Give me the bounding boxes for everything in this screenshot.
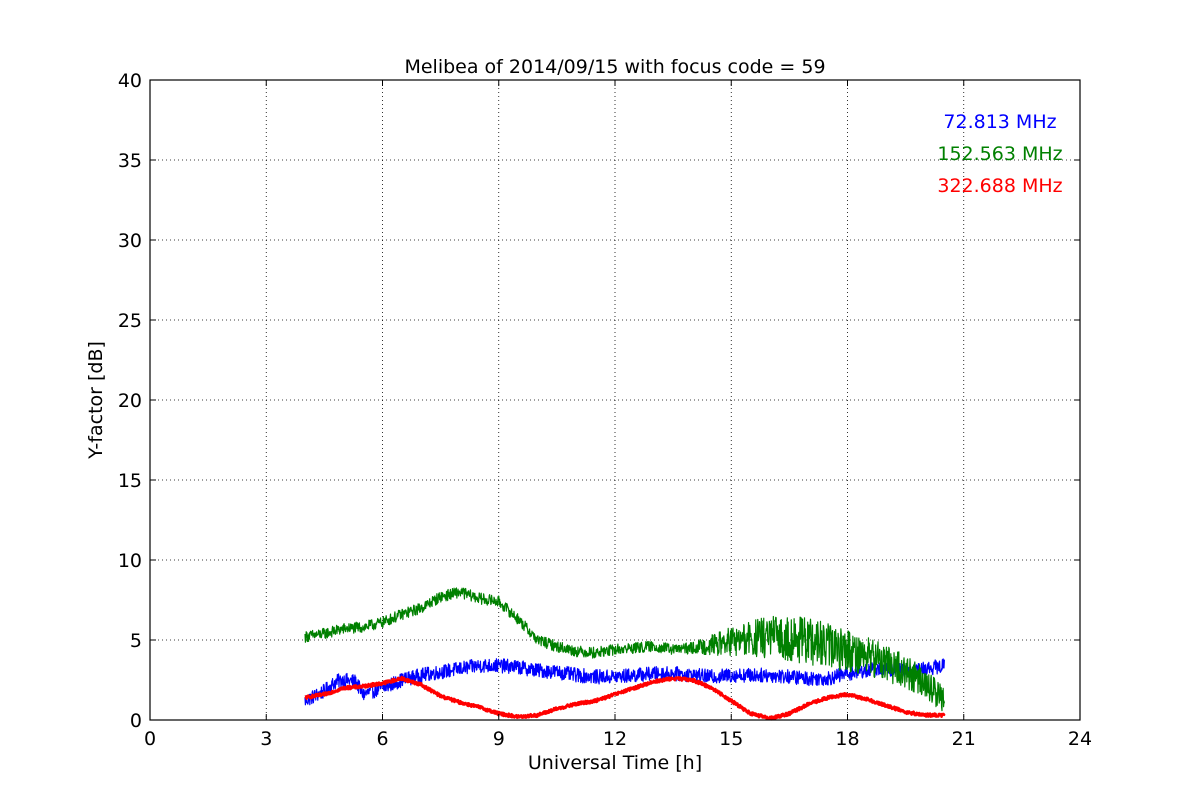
legend-entry: 322.688 MHz	[937, 175, 1062, 197]
series-line	[304, 658, 945, 706]
x-tick-label: 9	[493, 728, 505, 750]
y-tick-label: 40	[118, 70, 142, 92]
y-tick-label: 25	[118, 310, 142, 332]
x-tick-label: 6	[376, 728, 388, 750]
y-tick-label: 10	[118, 550, 142, 572]
grid-lines	[150, 80, 1080, 720]
x-tick-label: 0	[144, 728, 156, 750]
y-axis-label: Y-factor [dB]	[85, 341, 107, 460]
x-axis-label: Universal Time [h]	[528, 752, 702, 774]
series-line	[304, 587, 945, 712]
plot-series	[304, 587, 946, 721]
x-tick-label: 15	[719, 728, 743, 750]
legend-entry: 152.563 MHz	[937, 143, 1062, 165]
series-line	[304, 675, 946, 721]
y-tick-label: 5	[130, 630, 142, 652]
y-tick-label: 15	[118, 470, 142, 492]
x-tick-label: 12	[603, 728, 627, 750]
x-tick-label: 21	[952, 728, 976, 750]
y-tick-label: 30	[118, 230, 142, 252]
axis-ticks: 0 3 6 9 12 15 18 21 24 0 5 10 15 20 25 30 35 40	[118, 70, 1092, 750]
y-tick-label: 35	[118, 150, 142, 172]
legend: 72.813 MHz 152.563 MHz 322.688 MHz	[937, 111, 1062, 197]
y-tick-label: 0	[130, 710, 142, 732]
x-tick-label: 18	[835, 728, 859, 750]
x-tick-label: 24	[1068, 728, 1092, 750]
chart-title: Melibea of 2014/09/15 with focus code = …	[404, 56, 825, 78]
y-tick-label: 20	[118, 390, 142, 412]
legend-entry: 72.813 MHz	[943, 111, 1056, 133]
x-tick-label: 3	[260, 728, 272, 750]
